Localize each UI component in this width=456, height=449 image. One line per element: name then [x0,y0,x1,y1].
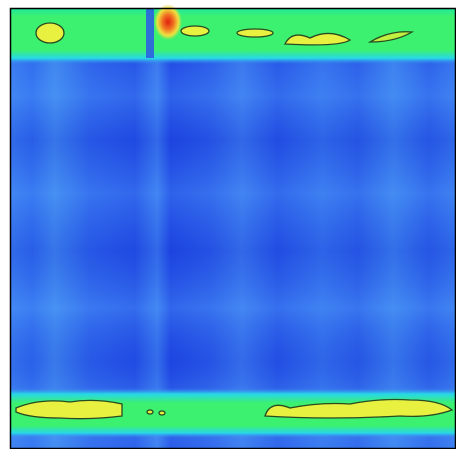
dark-column [146,8,154,58]
page: (() => { const data = JSON.parse(documen… [0,0,456,449]
horizontal-stripes [10,8,456,449]
hot-spot [154,4,182,40]
heatmap-image [0,0,456,449]
